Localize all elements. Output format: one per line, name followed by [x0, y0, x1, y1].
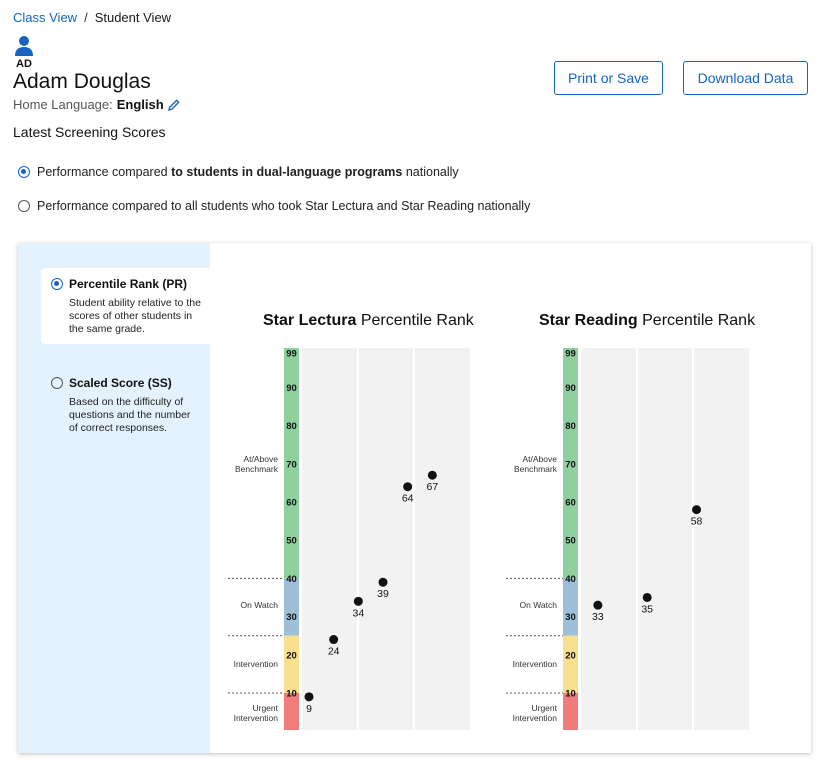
band-intervention — [284, 635, 299, 693]
y-tick-label: 40 — [565, 574, 576, 585]
band-label: Intervention — [513, 713, 558, 723]
data-point — [329, 635, 339, 645]
chart-title-star-reading: Star Reading Percentile Rank — [539, 312, 756, 329]
data-point — [304, 692, 314, 702]
breadcrumb-class-view-link[interactable]: Class View — [13, 10, 78, 25]
breadcrumb: Class View / Student View — [13, 10, 171, 25]
plot-background — [302, 348, 470, 730]
home-language-label: Home Language: — [13, 97, 113, 112]
band-label: At/Above — [523, 454, 558, 464]
avatar: AD — [13, 35, 35, 70]
radio-selected-icon[interactable] — [51, 278, 63, 290]
print-or-save-button[interactable]: Print or Save — [554, 61, 663, 95]
band-at-above-benchmark — [284, 348, 299, 579]
y-tick-label: 20 — [286, 650, 297, 661]
score-type-title: Scaled Score (SS) — [69, 376, 172, 390]
band-label: Intervention — [513, 659, 558, 669]
y-tick-label: 90 — [565, 383, 576, 394]
y-tick-label: 60 — [565, 497, 576, 508]
score-type-panel: Percentile Rank (PR) Student ability rel… — [18, 243, 210, 753]
score-type-percentile-rank[interactable]: Percentile Rank (PR) Student ability rel… — [41, 268, 210, 344]
band-label: Benchmark — [235, 464, 279, 474]
band-label: Urgent — [252, 703, 278, 713]
data-point — [403, 482, 413, 492]
y-tick-label: 80 — [565, 421, 576, 432]
comparison-option-dual-language-label: Performance compared to students in dual… — [37, 165, 459, 179]
data-point — [642, 592, 652, 602]
data-label: 67 — [426, 481, 438, 493]
band-on-watch — [284, 578, 299, 636]
data-label: 34 — [352, 607, 364, 619]
band-label: Intervention — [234, 659, 279, 669]
score-type-description: Based on the difficulty of questions and… — [69, 396, 191, 434]
comparison-option-dual-language[interactable]: Performance compared to students in dual… — [18, 165, 459, 179]
band-urgent-intervention — [563, 693, 578, 730]
y-tick-label: 50 — [286, 536, 297, 547]
data-point — [593, 600, 603, 610]
data-label: 58 — [691, 516, 703, 528]
y-tick-label: 50 — [565, 536, 576, 547]
band-label: Benchmark — [514, 464, 558, 474]
section-title: Latest Screening Scores — [13, 124, 166, 140]
y-tick-label: 70 — [565, 459, 576, 470]
radio-selected-icon[interactable] — [18, 166, 30, 178]
band-label: On Watch — [520, 600, 558, 610]
data-label: 64 — [402, 493, 414, 505]
avatar-initials: AD — [16, 58, 32, 70]
chart-title-star-lectura: Star Lectura Percentile Rank — [263, 312, 474, 329]
band-urgent-intervention — [284, 693, 299, 730]
band-intervention — [563, 635, 578, 693]
data-label: 33 — [592, 611, 604, 623]
band-label: Intervention — [234, 713, 279, 723]
radio-unselected-icon[interactable] — [18, 200, 30, 212]
y-tick-label: 10 — [565, 689, 576, 700]
data-label: 35 — [641, 603, 653, 615]
comparison-option-all-students[interactable]: Performance compared to all students who… — [18, 199, 530, 213]
y-tick-label: 60 — [286, 497, 297, 508]
score-type-title: Percentile Rank (PR) — [69, 277, 188, 291]
comparison-option-all-students-label: Performance compared to all students who… — [37, 199, 531, 213]
y-tick-label: 99 — [565, 349, 576, 360]
y-tick-label: 30 — [286, 612, 297, 623]
band-label: Urgent — [531, 703, 557, 713]
breadcrumb-current: Student View — [94, 10, 172, 25]
score-type-description: Student ability relative to the scores o… — [69, 297, 201, 335]
band-on-watch — [563, 578, 578, 636]
plot-background — [581, 348, 749, 730]
data-point — [692, 505, 702, 515]
data-label: 39 — [377, 588, 389, 600]
y-tick-label: 30 — [565, 612, 576, 623]
y-tick-label: 70 — [286, 459, 297, 470]
data-label: 9 — [306, 703, 312, 715]
person-icon — [15, 36, 33, 56]
y-tick-label: 80 — [286, 421, 297, 432]
data-label: 24 — [328, 646, 340, 658]
data-point — [427, 470, 437, 480]
radio-unselected-icon[interactable] — [51, 377, 63, 389]
student-name: Adam Douglas — [13, 70, 151, 93]
home-language-value: English — [116, 97, 164, 112]
band-label: On Watch — [241, 600, 279, 610]
score-type-scaled-score[interactable]: Scaled Score (SS) Based on the difficult… — [41, 367, 210, 443]
data-point — [378, 577, 388, 587]
breadcrumb-separator: / — [84, 10, 88, 25]
y-tick-label: 20 — [565, 650, 576, 661]
band-at-above-benchmark — [563, 348, 578, 579]
download-data-button[interactable]: Download Data — [683, 61, 808, 95]
band-label: At/Above — [244, 454, 279, 464]
data-point — [353, 596, 363, 606]
y-tick-label: 99 — [286, 349, 297, 360]
y-tick-label: 10 — [286, 689, 297, 700]
pencil-icon[interactable] — [167, 98, 180, 111]
scores-card: Percentile Rank (PR) Student ability rel… — [18, 243, 811, 753]
y-tick-label: 40 — [286, 574, 297, 585]
home-language: Home Language: English — [13, 97, 180, 112]
y-tick-label: 90 — [286, 383, 297, 394]
